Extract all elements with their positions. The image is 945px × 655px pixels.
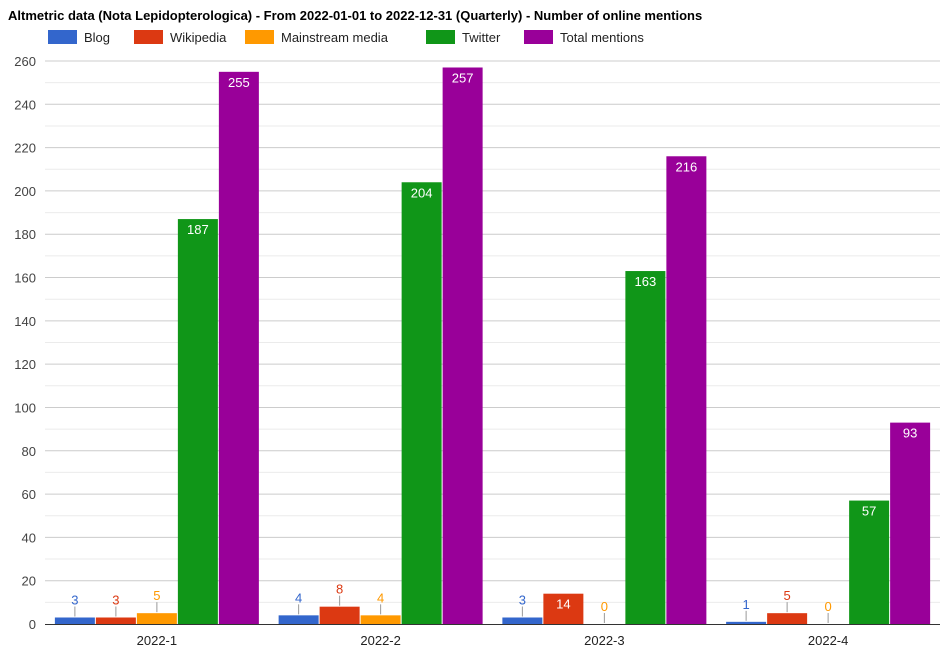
bar-blog-2022-3[interactable] (502, 617, 543, 624)
data-label: 4 (377, 590, 384, 605)
bar-wikipedia-2022-2[interactable] (319, 606, 360, 624)
y-tick-label: 0 (29, 617, 36, 632)
legend-label: Total mentions (560, 30, 644, 45)
x-category-label: 2022-4 (808, 633, 848, 648)
x-axis: 2022-1 2022-2 2022-3 2022-4 (45, 624, 940, 648)
y-axis: 0 20 40 60 80 100 120 140 160 180 200 220 240 260 (14, 54, 36, 632)
legend-item-wikipedia[interactable]: Wikipedia (134, 30, 227, 45)
bar-total-mentions-2022-2[interactable] (442, 67, 483, 624)
legend-swatch (48, 30, 77, 44)
legend-item-mainstream-media[interactable]: Mainstream media (245, 30, 389, 45)
y-tick-label: 180 (14, 227, 36, 242)
bar-blog-2022-1[interactable] (54, 617, 95, 624)
data-label: 0 (825, 599, 832, 614)
data-label: 4 (295, 590, 302, 605)
bar-total-mentions-2022-1[interactable] (218, 71, 259, 625)
bar-mainstream-media-2022-1[interactable] (136, 613, 177, 624)
legend-label: Mainstream media (281, 30, 389, 45)
data-label: 3 (112, 593, 119, 608)
x-category-label: 2022-1 (137, 633, 177, 648)
data-label: 57 (862, 504, 876, 519)
legend-item-twitter[interactable]: Twitter (426, 30, 501, 45)
y-tick-label: 60 (22, 487, 36, 502)
legend-label: Twitter (462, 30, 501, 45)
y-tick-label: 100 (14, 400, 36, 415)
legend-swatch (426, 30, 455, 44)
bar-blog-2022-4[interactable] (726, 621, 767, 624)
x-category-label: 2022-3 (584, 633, 624, 648)
legend-item-total-mentions[interactable]: Total mentions (524, 30, 644, 45)
data-label: 0 (601, 599, 608, 614)
data-label: 3 (71, 593, 78, 608)
bar-total-mentions-2022-3[interactable] (666, 156, 707, 624)
data-label: 1 (743, 597, 750, 612)
legend-label: Wikipedia (170, 30, 227, 45)
y-tick-label: 80 (22, 444, 36, 459)
bar-wikipedia-2022-3[interactable] (543, 593, 584, 624)
legend-swatch (245, 30, 274, 44)
bar-mainstream-media-2022-2[interactable] (360, 615, 401, 624)
legend-label: Blog (84, 30, 110, 45)
legend-swatch (134, 30, 163, 44)
legend: Blog Wikipedia Mainstream media Twitter Tota… (48, 30, 644, 45)
y-tick-label: 200 (14, 184, 36, 199)
chart-title: Altmetric data (Nota Lepidopterologica) … (8, 8, 702, 23)
data-label: 163 (635, 274, 657, 289)
bar-twitter-2022-4[interactable] (849, 500, 890, 624)
data-label: 216 (676, 159, 698, 174)
data-label: 3 (519, 593, 526, 608)
data-label: 5 (784, 588, 791, 603)
y-tick-label: 160 (14, 271, 36, 286)
bar-blog-2022-2[interactable] (278, 615, 319, 624)
data-label: 93 (903, 426, 917, 441)
bar-total-mentions-2022-4[interactable] (890, 422, 931, 624)
bar-twitter-2022-3[interactable] (625, 271, 666, 624)
data-label: 5 (153, 588, 160, 603)
bar-twitter-2022-2[interactable] (401, 182, 442, 624)
data-labels: 3 3 5 187 255 4 8 4 204 257 3 14 0 163 216 1 5 0 57 93 (71, 70, 917, 623)
y-tick-label: 40 (22, 530, 36, 545)
data-label: 257 (452, 70, 474, 85)
legend-swatch (524, 30, 553, 44)
bars (54, 67, 931, 625)
y-tick-label: 220 (14, 141, 36, 156)
data-label: 14 (556, 597, 570, 612)
bar-wikipedia-2022-1[interactable] (95, 617, 136, 624)
y-tick-label: 140 (14, 314, 36, 329)
x-category-label: 2022-2 (360, 633, 400, 648)
y-tick-label: 120 (14, 357, 36, 372)
data-label: 187 (187, 222, 209, 237)
y-tick-label: 20 (22, 574, 36, 589)
data-label: 8 (336, 582, 343, 597)
data-label: 204 (411, 185, 433, 200)
bar-twitter-2022-1[interactable] (177, 219, 218, 625)
bar-wikipedia-2022-4[interactable] (767, 613, 808, 624)
legend-item-blog[interactable]: Blog (48, 30, 110, 45)
y-tick-label: 240 (14, 97, 36, 112)
y-tick-label: 260 (14, 54, 36, 69)
data-label: 255 (228, 75, 250, 90)
